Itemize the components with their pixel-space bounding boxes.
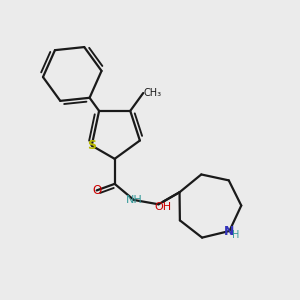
Text: O: O (92, 184, 101, 197)
Text: H: H (232, 230, 240, 240)
Text: S: S (87, 139, 96, 152)
Text: CH₃: CH₃ (143, 88, 161, 98)
Text: NH: NH (125, 195, 142, 205)
Text: N: N (224, 224, 235, 238)
Text: OH: OH (154, 202, 172, 212)
